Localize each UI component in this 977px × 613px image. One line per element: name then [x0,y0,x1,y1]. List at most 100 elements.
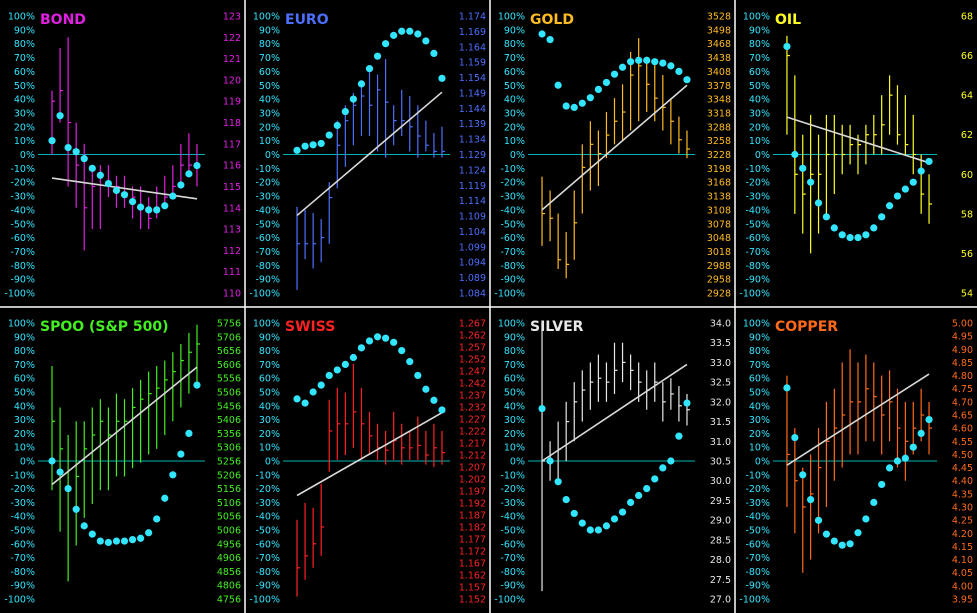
trend-line [786,116,930,164]
price-tick-label: 3168 [707,178,731,189]
pct-tick-label: -40% [10,205,35,216]
pct-tick-label: -40% [745,205,770,216]
oscillator-dot [185,170,193,178]
oscillator-dot [309,388,317,396]
pct-tick-label: 50% [749,388,770,399]
price-tick-label: 4.45 [952,463,973,474]
price-tick-label: 122 [223,33,241,44]
price-tick-label: 123 [223,12,241,23]
chart-panel-gold: 100% 90% 80% 70% 60% 50% 40% 30% 20% 10% 0% -10% -20… [494,12,731,300]
oscillator-dot [373,52,382,60]
oscillator-dot [586,526,594,534]
oscillator-dot [667,457,675,465]
oscillator-dot [570,103,578,112]
price-tick-label: 1.144 [459,104,486,115]
oscillator-dot [870,498,878,506]
oscillator-dot [909,178,917,186]
oscillator-dot [878,213,886,221]
price-tick-label: 3288 [707,122,731,133]
price-tick-label: 3138 [707,192,731,203]
oscillator-dot [373,333,382,341]
pct-tick-label: 80% [504,346,525,357]
price-tick-label: 3438 [707,53,731,64]
oscillator-dot [64,485,72,493]
oscillator-dot [885,464,894,472]
chart-title: SWISS [285,319,335,335]
oscillator-dot [169,471,177,479]
pct-tick-label: -80% [255,567,280,578]
oscillator-dot [675,67,683,75]
oscillator-dot [137,203,145,211]
oscillator-dot [406,358,414,366]
price-tick-label: 4856 [217,567,241,578]
oscillator-dot [814,516,823,524]
price-tick-label: 1.157 [459,583,486,594]
price-tick-label: 4.30 [952,503,973,514]
oscillator-dot [546,35,554,44]
pct-tick-label: -90% [255,275,280,286]
oscillator-dot [438,74,446,82]
pct-tick-label: 50% [14,388,35,399]
oscillator-dot [838,541,846,549]
price-tick-label: 60 [961,170,973,181]
oscillator-dot [683,76,691,84]
price-tick-label: 5556 [217,374,241,385]
price-tick-label: 28.0 [710,555,731,566]
pct-tick-label: 40% [504,401,525,412]
pct-tick-label: -30% [10,192,35,203]
pct-tick-label: -100% [249,595,280,606]
price-tick-label: 3078 [707,219,731,230]
price-tick-label: 1.119 [459,181,486,192]
price-tick-label: 4756 [217,595,241,606]
price-tick-label: 1.262 [459,331,486,342]
price-tick-label: 64 [961,91,973,102]
price-tick-label: 5356 [217,429,241,440]
price-tick-label: 3258 [707,136,731,147]
price-tick-label: 27.0 [710,595,731,606]
price-tick-label: 4.00 [952,581,973,592]
price-tick-label: 2988 [707,261,731,272]
pct-tick-label: 0% [510,150,525,161]
price-tick-label: 3528 [707,12,731,23]
pct-tick-label: 20% [504,122,525,133]
oscillator-dot [667,62,675,70]
oscillator-dot [96,537,104,545]
price-tick-label: 116 [223,161,241,172]
oscillator-dot [161,494,169,502]
price-tick-label: 1.252 [459,355,486,366]
pct-tick-label: 90% [14,25,35,36]
pct-tick-label: 0% [20,457,35,468]
pct-tick-label: -30% [255,498,280,509]
price-tick-label: 5256 [217,457,241,468]
price-tick-label: 1.177 [459,535,486,546]
oscillator-dot [901,454,909,462]
oscillator-dot [554,478,562,486]
pct-tick-label: -10% [255,164,280,175]
oscillator-dot [317,139,325,148]
trend-line [786,373,930,466]
oscillator-dot [546,457,554,465]
price-tick-label: 4.55 [952,437,973,448]
price-tick-label: 4.10 [952,555,973,566]
price-tick-label: 3318 [707,108,731,119]
pct-tick-label: -20% [10,178,35,189]
pct-tick-label: 30% [504,415,525,426]
pct-tick-label: -60% [745,539,770,550]
price-tick-label: 4.35 [952,489,973,500]
oscillator-dot [578,99,586,107]
oscillator-dot [177,181,185,189]
trend-line [541,363,688,462]
pct-tick-label: -40% [500,512,525,523]
price-tick-label: 1.134 [459,135,486,146]
price-tick-label: 1.139 [459,119,486,130]
pct-tick-label: 80% [259,39,280,50]
pct-tick-label: 70% [14,360,35,371]
oscillator-dot [112,537,121,545]
pct-tick-label: 30% [749,108,770,119]
price-tick-label: 3048 [707,233,731,244]
oscillator-dot [659,464,667,472]
price-tick-label: 1.222 [459,427,486,438]
pct-tick-label: 60% [14,67,35,78]
pct-tick-label: 100% [743,319,770,330]
